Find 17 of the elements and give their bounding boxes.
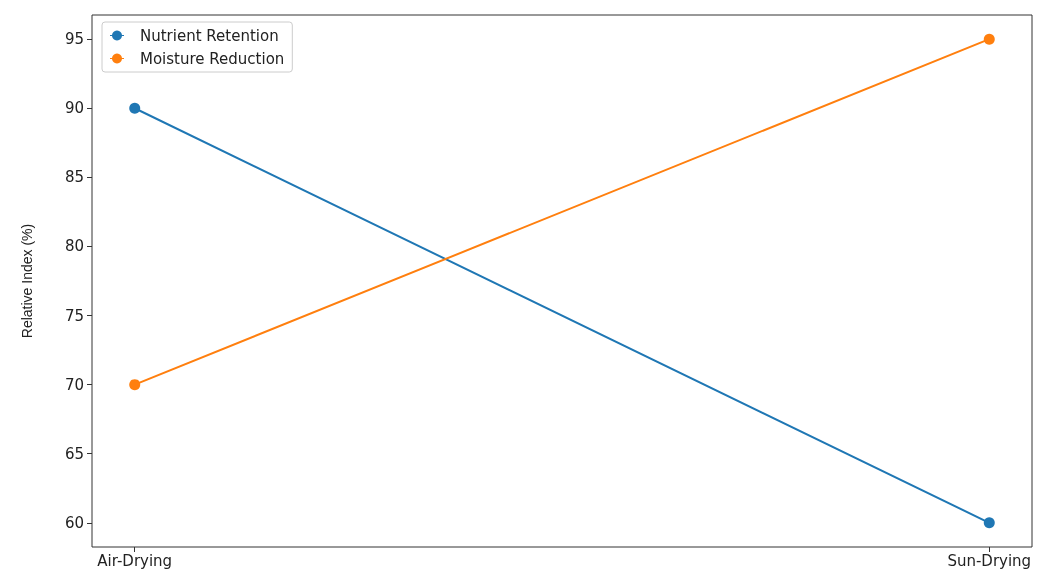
- y-tick-label: 70: [64, 375, 84, 394]
- legend-label: Nutrient Retention: [140, 26, 279, 45]
- x-tick-label: Sun-Drying: [947, 551, 1032, 570]
- y-tick-label: 75: [64, 306, 84, 325]
- y-tick-label: 95: [64, 30, 84, 49]
- y-tick-label: 65: [64, 444, 84, 463]
- point: [129, 379, 141, 391]
- y-tick-label: 80: [64, 237, 84, 256]
- point: [129, 102, 141, 114]
- legend-label: Moisture Reduction: [140, 49, 285, 68]
- x-tick-label: Air-Drying: [97, 551, 173, 570]
- y-tick-label: 60: [64, 513, 84, 532]
- y-tick-label: 90: [64, 99, 84, 118]
- point: [983, 517, 995, 529]
- point: [983, 33, 995, 45]
- y-axis-title: Relative Index (%): [19, 223, 35, 339]
- y-tick-label: 85: [64, 168, 84, 187]
